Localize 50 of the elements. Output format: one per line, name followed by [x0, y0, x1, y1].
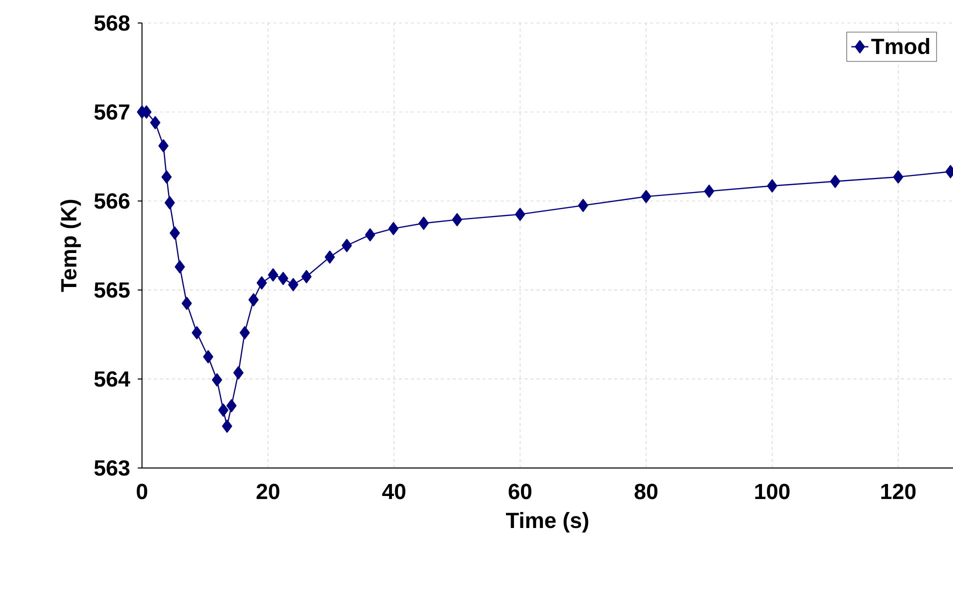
y-tick-label: 564: [94, 371, 130, 387]
y-axis-title: Temp (K): [60, 200, 81, 292]
y-tick-label: 567: [94, 104, 130, 120]
point: [893, 170, 904, 184]
point: [233, 366, 244, 380]
point: [256, 276, 267, 290]
point: [452, 213, 462, 226]
point: [365, 228, 376, 242]
point: [641, 190, 652, 204]
point: [418, 216, 429, 230]
point: [192, 326, 202, 340]
point: [704, 184, 714, 198]
legend-label: Tmod: [871, 38, 930, 54]
point: [240, 326, 250, 340]
x-tick-label: 120: [881, 484, 916, 500]
x-tick-label: 0: [136, 484, 148, 500]
point: [767, 179, 778, 192]
x-axis-title: Time (s): [506, 512, 588, 532]
point: [222, 420, 232, 433]
point: [218, 404, 228, 417]
point: [203, 350, 214, 364]
y-tick-label: 566: [94, 193, 130, 209]
point: [158, 139, 169, 152]
point: [268, 268, 278, 282]
y-tick-label: 565: [94, 282, 130, 298]
x-tick-label: 40: [382, 484, 406, 500]
point: [164, 196, 175, 210]
x-tick-label: 20: [256, 484, 280, 500]
point: [830, 174, 840, 188]
point: [301, 270, 312, 284]
point: [278, 272, 288, 285]
x-tick-label: 60: [508, 484, 532, 500]
y-tick-label: 568: [94, 15, 130, 31]
point: [162, 170, 172, 184]
point: [170, 226, 180, 240]
point: [342, 238, 352, 252]
point: [288, 278, 298, 292]
point: [388, 222, 399, 236]
point: [515, 208, 526, 221]
point: [174, 260, 185, 274]
point: [150, 116, 160, 130]
x-tick-label: 100: [755, 484, 790, 500]
point: [182, 296, 192, 310]
point: [226, 399, 237, 412]
point: [212, 373, 222, 386]
x-tick-label: 80: [634, 484, 658, 500]
point: [324, 250, 335, 264]
point: [248, 293, 259, 306]
y-tick-label: 563: [94, 460, 130, 476]
point: [578, 198, 588, 212]
